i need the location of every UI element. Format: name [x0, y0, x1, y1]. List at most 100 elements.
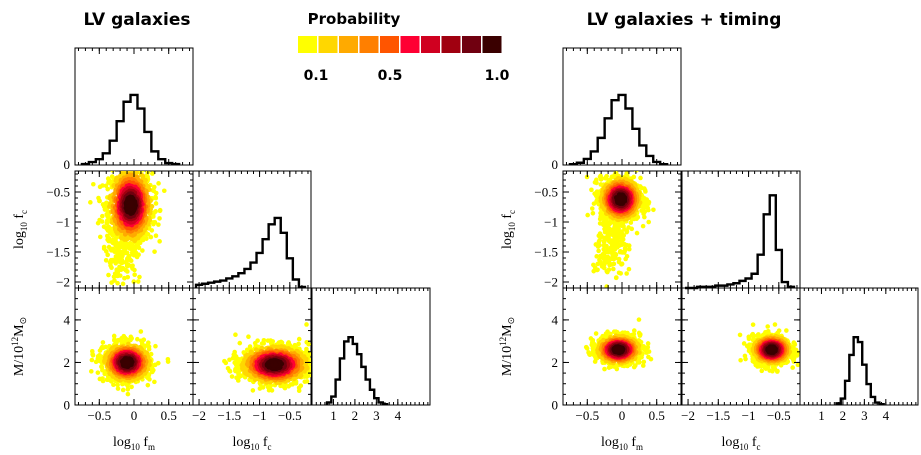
scatter-point: [106, 272, 111, 278]
scatter-point: [314, 365, 319, 370]
scatter-point: [125, 386, 131, 392]
colorbar-tick-label: 0.1: [304, 68, 329, 84]
y-axis-label-mass: M/1012M⊙: [10, 317, 28, 376]
scatter-point: [137, 274, 142, 280]
scatter-point: [298, 383, 304, 389]
colorbar-swatch: [298, 36, 317, 53]
scatter-point: [127, 253, 132, 259]
scatter-point: [626, 266, 632, 272]
scatter-point: [97, 234, 103, 240]
scatter-point: [597, 242, 602, 248]
scatter-point: [150, 188, 156, 193]
scatter-point: [261, 341, 267, 346]
colorbar-swatch: [462, 36, 481, 53]
scatter-point: [316, 364, 321, 369]
x-axis-label-fm: log10 fm: [113, 435, 155, 452]
scatter-point: [323, 375, 328, 380]
scatter-point: [651, 207, 656, 213]
scatter-point: [97, 348, 103, 353]
scatter-point: [150, 166, 155, 171]
scatter-point: [589, 187, 594, 193]
scatter-point: [156, 222, 161, 227]
scatter-point: [593, 242, 599, 247]
colorbar-swatch: [482, 36, 502, 53]
scatter-point: [156, 181, 161, 186]
x-axis-label-fc: log10 fc: [232, 435, 271, 452]
scatter-point: [111, 382, 116, 387]
scatter-point: [140, 248, 145, 253]
scatter-point: [157, 208, 163, 214]
scatter-point: [161, 188, 167, 194]
scatter-points: [88, 329, 171, 397]
scatter-point: [597, 231, 603, 236]
scatter-point: [233, 332, 238, 338]
scatter-point: [296, 341, 301, 347]
scatter-point: [626, 246, 632, 252]
scatter-point: [150, 171, 155, 176]
scatter-point: [229, 374, 235, 379]
scatter-point: [115, 382, 120, 388]
scatter-point: [116, 163, 121, 168]
scatter-point: [135, 336, 140, 342]
colorbar-swatch: [359, 36, 379, 53]
figure-title: LV galaxies + timing: [587, 10, 782, 30]
figure-title: LV galaxies: [84, 10, 191, 30]
x-tick-label: −0.5: [278, 408, 302, 423]
x-tick-label: 0: [131, 408, 138, 423]
scatter-point: [296, 336, 302, 342]
scatter-point: [227, 369, 233, 374]
scatter-fc-mass-frame: [192, 287, 312, 406]
colorbar-swatch: [400, 36, 420, 53]
scatter-point: [105, 252, 111, 258]
scatter-point: [125, 360, 130, 365]
scatter-point: [153, 233, 159, 239]
scatter-point: [130, 263, 135, 268]
scatter-point: [626, 225, 631, 230]
scatter-point: [304, 322, 309, 327]
scatter-point: [101, 244, 107, 250]
scatter-point: [112, 278, 117, 283]
scatter-point: [646, 219, 652, 225]
scatter-point: [302, 379, 308, 384]
x-tick-label: 0.5: [161, 408, 177, 423]
scatter-point: [124, 166, 129, 171]
x-tick-label: −2: [192, 408, 206, 423]
scatter-point: [624, 271, 629, 276]
scatter-point: [103, 258, 109, 263]
scatter-point: [143, 166, 148, 171]
scatter-point: [318, 373, 323, 378]
scatter-point: [152, 249, 157, 254]
scatter-points: [88, 143, 167, 287]
scatter-point: [594, 254, 599, 259]
scatter-point: [273, 362, 278, 368]
histogram-line: [325, 336, 389, 406]
scatter-point: [589, 206, 595, 211]
scatter-points: [222, 322, 328, 394]
y-tick-label: −1: [56, 215, 70, 230]
scatter-point: [95, 370, 101, 375]
x-tick-label: 3: [373, 408, 380, 423]
y-tick-label: 0: [64, 398, 71, 413]
scatter-point: [606, 267, 612, 272]
y-tick-label: −1.5: [46, 245, 70, 260]
scatter-point: [153, 343, 158, 349]
x-tick-label: 2: [352, 408, 359, 423]
x-tick-label: 4: [395, 408, 402, 423]
scatter-point: [146, 340, 151, 346]
scatter-point: [135, 160, 140, 165]
scatter-point: [126, 159, 131, 164]
y-tick-label: 0: [64, 157, 71, 172]
scatter-point: [91, 181, 96, 187]
scatter-point: [128, 162, 133, 167]
scatter-point: [138, 172, 144, 178]
scatter-point: [124, 143, 129, 148]
scatter-point: [318, 359, 323, 364]
scatter-point: [157, 216, 162, 221]
scatter-point: [124, 154, 129, 159]
scatter-point: [310, 385, 311, 387]
scatter-point: [611, 261, 617, 267]
histogram-line: [194, 216, 307, 289]
